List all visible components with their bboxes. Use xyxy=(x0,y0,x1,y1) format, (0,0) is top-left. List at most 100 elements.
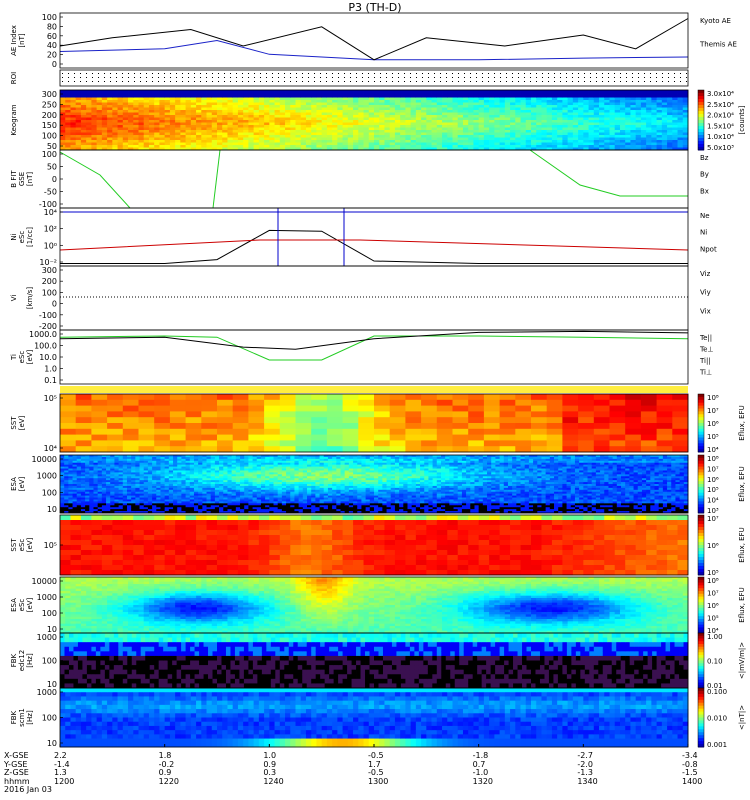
kp-ytick: 300 xyxy=(42,90,57,99)
ae-legend: Themis AE xyxy=(699,41,737,49)
ae-ytick: 80 xyxy=(47,22,57,31)
footer-row-labels: X-GSE Y-GSE Z-GSE hhmm 2016 Jan 03 xyxy=(4,751,52,794)
fbk2-ytick: 100 xyxy=(42,714,57,723)
esa2-ylabel: [eV] xyxy=(26,597,34,612)
series-by-3 xyxy=(529,149,688,197)
fbk1-ytick: 100 xyxy=(42,657,57,666)
ti-legend: Te⊥ xyxy=(699,346,714,354)
kp-cbar-label: [counts] xyxy=(738,105,746,134)
footer-column: -3.4 -0.8 -1.5 1400 xyxy=(682,751,703,786)
kp-ytick: 200 xyxy=(42,111,57,120)
bfit-ylabel: B FIT xyxy=(10,170,18,188)
esa1-colorbar xyxy=(697,454,705,514)
kp-spectrogram xyxy=(60,90,689,151)
fbk2-cbar-tick: 0.100 xyxy=(707,688,727,696)
sst1-cbar-tick: 10⁵ xyxy=(707,433,719,441)
footer-column: 1.8 -0.2 0.9 1220 xyxy=(158,751,180,786)
esa1-frame xyxy=(59,454,689,514)
fbk1-cbar-tick: 1.00 xyxy=(707,633,723,641)
ni-legend: Ni xyxy=(700,229,707,237)
sst2-spectrogram xyxy=(60,515,689,576)
kp-ytick: 100 xyxy=(42,132,57,141)
ni-frame xyxy=(59,207,689,267)
sst1-colorbar xyxy=(697,393,705,453)
sst2-ylabel: eSc xyxy=(18,539,26,552)
sst2-ylabel: SST xyxy=(10,538,18,552)
series-ne xyxy=(59,239,689,251)
esa2-cbar-tick: 10⁸ xyxy=(707,577,719,585)
ae-ytick: 20 xyxy=(47,51,57,60)
ti-ytick: 0.1 xyxy=(44,376,57,385)
roi-frame xyxy=(59,69,689,87)
esa2-cbar-tick: 10⁴ xyxy=(707,627,719,635)
esa1-ytick: 10000 xyxy=(32,455,57,464)
sst2-cbar-tick: 10⁵ xyxy=(707,569,719,577)
sst1-ylabel: SST xyxy=(10,416,18,430)
esa2-ylabel: eSc xyxy=(18,599,26,612)
esa2-ytick: 1000 xyxy=(37,593,57,602)
esa1-ylabel: [eV] xyxy=(18,476,26,491)
esa1-cbar-tick: 10⁶ xyxy=(707,476,719,484)
kp-ytick: 250 xyxy=(42,100,57,109)
footer-column: -0.5 1.7 -0.5 1300 xyxy=(368,751,389,786)
sst2-cbar-tick: 10⁷ xyxy=(707,515,719,523)
esa1-cbar-tick: 10⁷ xyxy=(707,465,719,473)
footer-column: 2.2 -1.4 1.3 1200 xyxy=(54,751,75,786)
bfit-legend: Bz xyxy=(700,154,709,162)
kp-ylabel: Keogram xyxy=(10,104,18,135)
fbk2-cbar-tick: 0.001 xyxy=(707,741,727,749)
series-kyoto-ae xyxy=(59,39,689,61)
esa2-cbar-tick: 10⁵ xyxy=(707,615,719,623)
footer-column: 1.0 0.9 0.3 1240 xyxy=(263,751,284,786)
sst2-ytick: 10⁵ xyxy=(44,541,57,550)
ae-ytick: 0 xyxy=(52,60,57,69)
bfit-legend: By xyxy=(700,171,709,179)
esa1-cbar-tick: 10⁸ xyxy=(707,455,719,463)
esa1-ytick: 10 xyxy=(47,505,57,514)
sst1-ytick: 10⁵ xyxy=(44,394,57,403)
esa2-cbar-tick: 10⁷ xyxy=(707,590,719,598)
sst1-cbar-tick: 10⁶ xyxy=(707,420,719,428)
series-te- xyxy=(59,330,689,350)
roi-dots xyxy=(62,73,687,82)
vi-legend: Vix xyxy=(700,307,711,315)
fbk1-ylabel: edc12 xyxy=(18,650,26,672)
kp-cbar-tick: 3.0x10⁴ xyxy=(707,90,734,98)
ni-ytick: 10⁻² xyxy=(39,258,57,267)
sst1-ylabel: [eV] xyxy=(18,415,26,430)
fbk2-cbar-tick: 0.010 xyxy=(707,715,727,723)
fbk1-cbar-label: <|mV/m|> xyxy=(738,642,746,679)
ae-frame xyxy=(59,12,689,69)
ni-legend: Npot xyxy=(700,245,717,253)
esa1-cbar-label: Eflux, EFU xyxy=(738,466,746,501)
ti-legend: Te|| xyxy=(699,334,712,342)
footer-column: -1.8 0.7 -1.0 1320 xyxy=(472,751,494,786)
fbk2-ylabel: FBK xyxy=(10,710,18,724)
esa2-cbar-label: Eflux, EFU xyxy=(738,587,746,622)
fbk2-ylabel: [Hz] xyxy=(26,710,34,725)
series-by-2 xyxy=(212,149,221,209)
ti-ytick: 100.0 xyxy=(34,342,57,351)
fbk1-cbar-tick: 0.01 xyxy=(707,682,723,690)
ti-legend: Ti|| xyxy=(699,357,711,365)
ti-ytick: 1.0 xyxy=(44,365,57,374)
ni-legend: Ne xyxy=(700,212,710,220)
esa1-cbar-tick: 10³ xyxy=(707,507,719,515)
vi-ytick: 200 xyxy=(42,277,57,286)
fbk1-ylabel: FBK xyxy=(10,653,18,667)
sst1-frame xyxy=(59,393,689,453)
ti-ytick: 10.0 xyxy=(39,353,57,362)
sst2-ylabel: [eV] xyxy=(26,537,34,552)
fbk1-colorbar xyxy=(697,632,705,689)
kp-cbar-tick: 1.0x10⁴ xyxy=(707,133,734,141)
ae-ylabel: [nT] xyxy=(18,33,26,47)
vi-ylabel: [km/s] xyxy=(26,287,34,310)
ti-ytick: 1000.0 xyxy=(29,330,57,339)
series-ti- xyxy=(59,335,689,361)
footer-column: -2.7 -2.0 -1.3 1340 xyxy=(577,751,598,786)
sst2-cbar-label: Eflux, EFU xyxy=(738,527,746,562)
ni-ytick: 10⁴ xyxy=(44,208,57,217)
ae-ylabel: AE Index xyxy=(10,25,18,56)
esa2-ytick: 10 xyxy=(47,625,57,634)
